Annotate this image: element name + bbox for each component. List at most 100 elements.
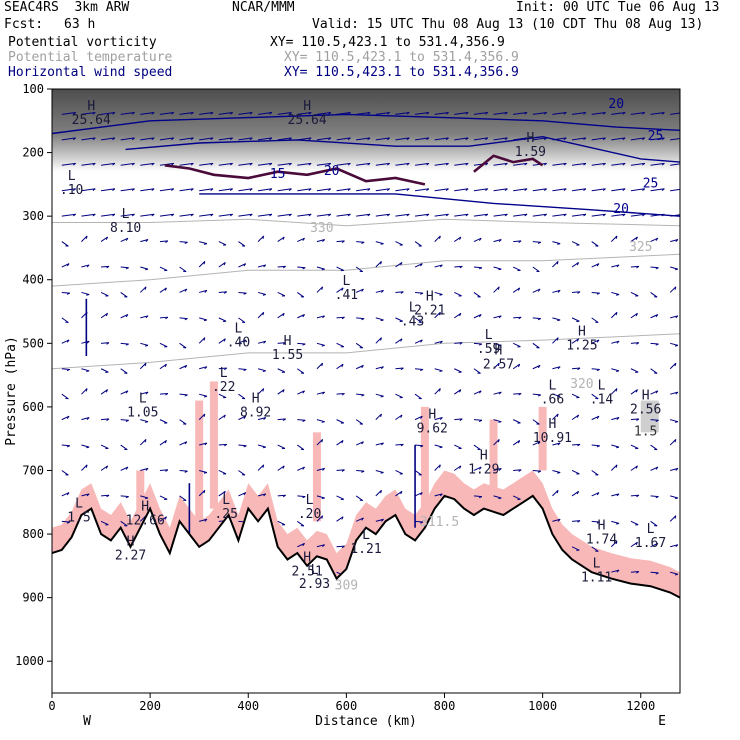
wind-arrow [414,470,422,476]
plot-frame [51,88,681,694]
wind-arrowhead [465,213,469,217]
wind-arrowhead [66,339,70,343]
wind-arrowhead [86,340,90,344]
wind-arrow [356,213,371,217]
wind-arrowhead [655,572,659,575]
wind-arrow [650,314,659,319]
wind-arrow [650,162,665,166]
wind-arrowhead [184,365,188,369]
wind-arrow [493,315,502,319]
wind-arrow [356,188,371,192]
wind-arrowhead [282,389,285,393]
extremum-low-mark: L [647,522,655,537]
wind-arrowhead [557,319,561,322]
wind-arrowhead [498,468,502,471]
wind-arrow [513,111,528,115]
extremum-value: 1.11 [581,571,612,586]
wind-arrowhead [524,112,528,115]
wind-arrowhead [635,236,638,240]
wind-arrowhead [125,237,129,241]
wind-arrowhead [184,441,188,445]
wind-arrow [277,418,286,421]
wind-arrow [375,518,384,522]
wind-arrow [434,162,449,166]
wind-arrowhead [596,492,600,496]
wind-arrowhead [321,362,324,367]
wind-arrowhead [557,518,561,522]
wind-arrowhead [125,496,129,499]
extremum-value: 8.10 [110,221,141,236]
wind-arrowhead [263,493,267,497]
wind-arrow [140,137,155,141]
pv-contour [164,164,426,186]
wind-arrow [513,469,522,471]
wind-arrow [610,235,618,242]
extremum-high-mark: H [642,388,650,403]
wind-arrow [355,441,364,446]
wind-arrowhead [381,518,384,522]
wind-arrow [61,291,70,294]
wind-arrow [100,465,108,471]
wind-arrow [630,137,645,141]
wind-arrowhead [517,363,521,368]
wind-arrow [218,414,226,421]
extremum-high-mark: H [141,500,149,515]
wind-arrow [61,111,76,115]
wind-arrow [611,291,620,296]
extremum-value: 1.05 [127,405,158,420]
extremum-value: 25.64 [288,113,327,128]
extremum-low-mark: L [222,493,230,508]
wind-arrowhead [557,290,561,293]
wind-arrow [297,292,305,298]
extremum-value: .43 [401,315,424,330]
wind-arrow [611,137,626,141]
wind-arrowhead [445,188,449,191]
wind-arrowhead [616,569,620,573]
extremum-low-mark: L [68,169,76,184]
wind-arrowhead [328,112,332,115]
wind-arrowhead [224,443,228,447]
wind-arrow [395,338,403,344]
wind-arrowhead [517,287,521,291]
wind-arrow [395,443,404,446]
extremum-low-mark: L [485,328,493,343]
wind-arrow [532,393,541,396]
wind-arrow [277,368,286,373]
wind-arrow [532,419,540,425]
wind-arrow [159,240,168,243]
wind-arrowhead [426,137,430,141]
wind-arrow [532,364,541,370]
wind-arrow [140,266,149,270]
wind-arrowhead [682,163,684,165]
wind-arrow [238,393,246,400]
wind-arrowhead [642,188,646,191]
wind-arrowhead [537,394,541,397]
wind-arrow [669,286,677,293]
wind-arrowhead [249,213,253,217]
wind-arrow [120,292,128,298]
x-tick-label: 600 [336,699,358,713]
wind-arrow [572,443,581,446]
wind-arrow [336,287,344,293]
wind-arrow [316,239,325,243]
wind-arrowhead [459,418,463,421]
wind-arrowhead [112,213,116,217]
wind-arrowhead [537,318,541,321]
wind-arrow [493,266,502,270]
wind-arrow [199,317,208,321]
wind-arrow [630,342,639,344]
wind-arrow [61,317,69,323]
wind-arrow [630,188,645,192]
wind-arrow [336,162,351,166]
wind-arrowhead [674,497,679,500]
wind-arrow [552,289,561,293]
wind-arrowhead [563,112,567,115]
wind-arrow [552,442,561,446]
wind-arrowhead [406,162,410,166]
extremum-value: 2.56 [630,402,661,417]
wind-arrowhead [400,414,403,418]
wind-arrowhead [524,188,528,191]
wind-arrow [81,235,88,242]
wind-arrow [512,440,521,446]
wind-arrowhead [144,439,147,443]
